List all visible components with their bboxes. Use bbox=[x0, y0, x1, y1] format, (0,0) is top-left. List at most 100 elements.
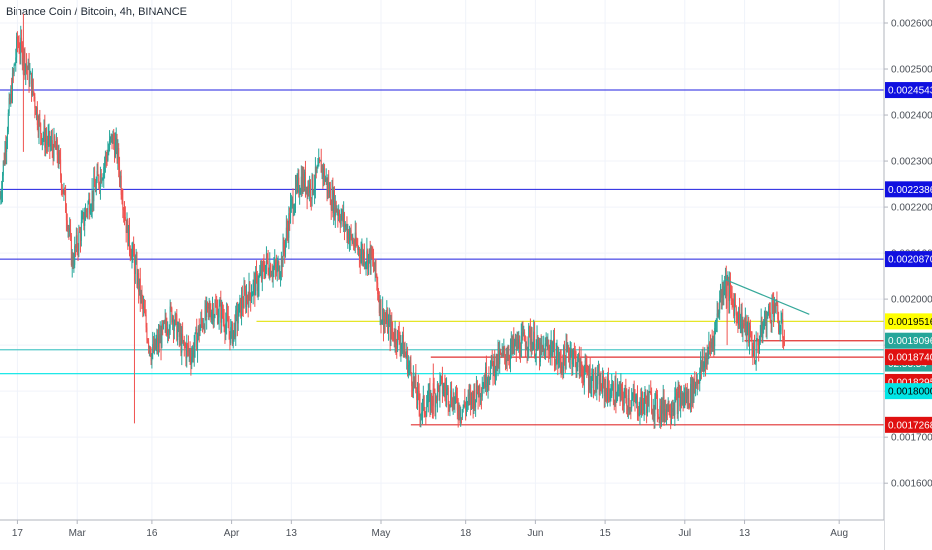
y-tick-label: 0.0016000 bbox=[891, 479, 932, 490]
candle-body bbox=[682, 393, 684, 403]
candle-body bbox=[644, 394, 646, 403]
candle-body bbox=[132, 245, 134, 252]
candle-body bbox=[417, 385, 419, 400]
candle-body bbox=[529, 326, 531, 330]
candle-body bbox=[343, 213, 345, 228]
candle-body bbox=[255, 271, 257, 275]
candle-body bbox=[516, 339, 518, 350]
candle-body bbox=[688, 390, 690, 405]
candle-body bbox=[742, 323, 744, 333]
candle-body bbox=[680, 396, 682, 407]
candle-body bbox=[231, 324, 233, 328]
candle-body bbox=[614, 383, 616, 406]
candle-body bbox=[182, 340, 184, 342]
candle-body bbox=[405, 354, 407, 358]
candle-body bbox=[164, 319, 166, 323]
candle-body bbox=[587, 373, 589, 376]
candle-body bbox=[105, 155, 107, 158]
candle-body bbox=[465, 404, 467, 411]
candle-body bbox=[109, 137, 111, 140]
candle-body bbox=[549, 346, 551, 356]
candle-body bbox=[691, 378, 693, 404]
candle-body bbox=[522, 332, 524, 335]
candle-body bbox=[290, 199, 292, 205]
candle-body bbox=[27, 62, 29, 70]
candle-body bbox=[528, 326, 530, 347]
candle-body bbox=[773, 304, 775, 317]
candle-body bbox=[204, 305, 206, 331]
candle-body bbox=[127, 220, 129, 247]
candle-body bbox=[621, 384, 623, 389]
candle-body bbox=[414, 375, 416, 384]
candle-body bbox=[49, 131, 51, 147]
candle-body bbox=[411, 373, 413, 387]
candle-body bbox=[35, 108, 37, 116]
price-badge bbox=[885, 349, 932, 366]
candle-body bbox=[778, 319, 780, 332]
candle-body bbox=[768, 306, 770, 313]
candle-body bbox=[699, 371, 701, 384]
candle-body bbox=[772, 301, 774, 305]
candle-body bbox=[335, 201, 337, 212]
x-tick-label: 18 bbox=[460, 528, 472, 539]
candle-body bbox=[752, 349, 754, 356]
candle-body bbox=[729, 282, 731, 301]
candle-body bbox=[491, 355, 493, 362]
candle-body bbox=[253, 278, 255, 284]
candle-body bbox=[563, 346, 565, 372]
candle-body bbox=[200, 318, 202, 328]
candle-body bbox=[348, 231, 350, 243]
candle-body bbox=[246, 295, 248, 307]
candle-body bbox=[326, 177, 328, 191]
candle-body bbox=[638, 413, 640, 415]
candle-body bbox=[392, 331, 394, 333]
candle-body bbox=[25, 64, 27, 73]
candle-body bbox=[114, 142, 116, 158]
candle-body bbox=[77, 248, 79, 251]
candle-body bbox=[761, 320, 763, 338]
candle-body bbox=[706, 355, 708, 364]
candle-body bbox=[267, 260, 269, 272]
candle-body bbox=[523, 332, 525, 335]
candle-body bbox=[393, 339, 395, 343]
candle-body bbox=[484, 382, 486, 388]
candle-body bbox=[1, 175, 3, 193]
candle-body bbox=[178, 323, 180, 337]
candle-body bbox=[94, 178, 96, 187]
candle-body bbox=[753, 346, 755, 356]
candle-body bbox=[309, 183, 311, 198]
candle-body bbox=[296, 180, 298, 187]
candle-body bbox=[531, 339, 533, 351]
candle-body bbox=[191, 356, 193, 364]
candle-body bbox=[10, 89, 12, 103]
candle-body bbox=[111, 134, 113, 144]
candle-body bbox=[32, 79, 34, 93]
candle-body bbox=[261, 263, 263, 280]
candle-body bbox=[568, 354, 570, 360]
candle-body bbox=[128, 225, 130, 247]
candle-body bbox=[102, 177, 104, 180]
candle-body bbox=[679, 392, 681, 407]
price-badge bbox=[885, 251, 932, 268]
candle-body bbox=[481, 388, 483, 397]
candle-body bbox=[637, 413, 639, 415]
candle-body bbox=[470, 392, 472, 405]
candle-body bbox=[592, 373, 594, 391]
candle-body bbox=[422, 396, 424, 401]
candle-body bbox=[84, 220, 86, 226]
candle-body bbox=[211, 308, 213, 313]
candle-body bbox=[778, 331, 780, 333]
candle-body bbox=[327, 182, 329, 191]
candle-body bbox=[589, 368, 591, 390]
candle-body bbox=[323, 168, 325, 177]
candle-body bbox=[685, 391, 687, 403]
candle-body bbox=[451, 404, 453, 410]
candle-body bbox=[313, 191, 315, 193]
candle-body bbox=[167, 331, 169, 334]
candle-body bbox=[285, 227, 287, 240]
candle-body bbox=[690, 383, 692, 404]
candle-body bbox=[70, 235, 72, 266]
candle-body bbox=[751, 340, 753, 350]
candle-body bbox=[18, 44, 20, 53]
